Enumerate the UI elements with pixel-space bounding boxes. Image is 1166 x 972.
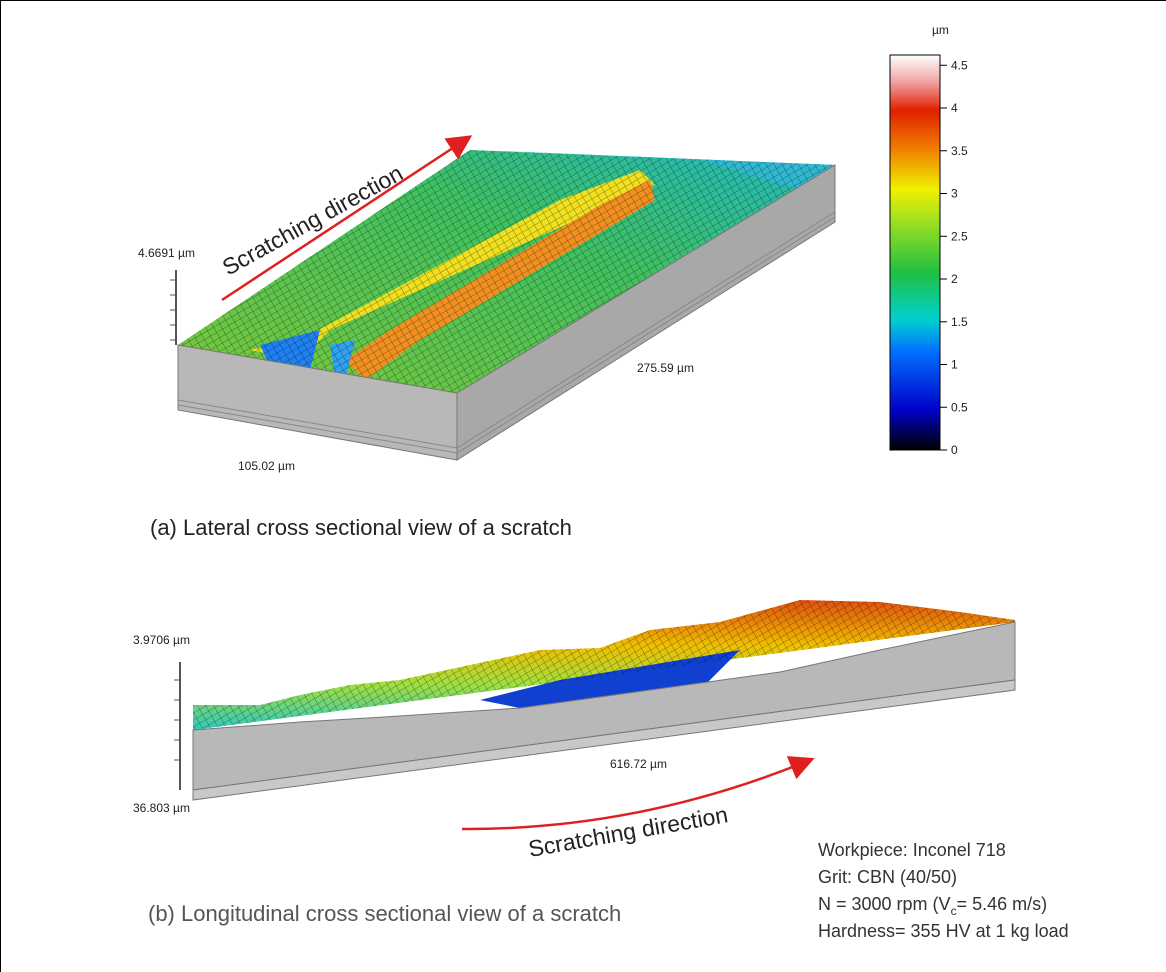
colorbar-tick-label: 1 <box>951 358 958 372</box>
colorbar-tick-label: 4 <box>951 101 958 115</box>
grit: Grit: CBN (40/50) <box>818 867 957 887</box>
direction-arrow <box>221 135 473 302</box>
surface-a <box>170 150 836 461</box>
caption-a: (a) Lateral cross sectional view of a sc… <box>150 515 572 540</box>
hardness: Hardness= 355 HV at 1 kg load <box>818 921 1069 941</box>
colorbar-tick-label: 3.5 <box>951 144 968 158</box>
colorbar-tick-label: 0 <box>951 443 958 457</box>
direction-arrow-b <box>461 756 815 831</box>
speed: N = 3000 rpm (Vc= 5.46 m/s) <box>818 894 1047 918</box>
z-top-label: 3.9706 µm <box>133 633 190 647</box>
z-label: 4.6691 µm <box>138 246 195 260</box>
colorbar <box>889 54 941 451</box>
colorbar-ticks: 0 0.5 1 1.5 2 2.5 3 3.5 4 4.5 <box>940 58 968 457</box>
z-bottom-label: 36.803 µm <box>133 801 190 815</box>
colorbar-tick-label: 2.5 <box>951 229 968 243</box>
speed-sub: c <box>951 904 957 918</box>
colorbar-tick-label: 2 <box>951 272 958 286</box>
caption-b: (b) Longitudinal cross sectional view of… <box>148 901 621 926</box>
x-label: 105.02 µm <box>238 459 295 473</box>
x-label-b: 616.72 µm <box>610 757 667 771</box>
surface-b <box>174 600 1016 801</box>
speed-post: = 5.46 m/s) <box>957 894 1048 914</box>
colorbar-tick-label: 4.5 <box>951 58 968 72</box>
colorbar-tick-label: 3 <box>951 187 958 201</box>
arrow-label-b: Scratching direction <box>526 801 729 862</box>
y-label: 275.59 µm <box>637 361 694 375</box>
speed-pre: N = 3000 rpm (V <box>818 894 951 914</box>
workpiece: Workpiece: Inconel 718 <box>818 840 1006 860</box>
colorbar-tick-label: 0.5 <box>951 400 968 414</box>
colorbar-unit: µm <box>932 23 949 37</box>
colorbar-tick-label: 1.5 <box>951 315 968 329</box>
